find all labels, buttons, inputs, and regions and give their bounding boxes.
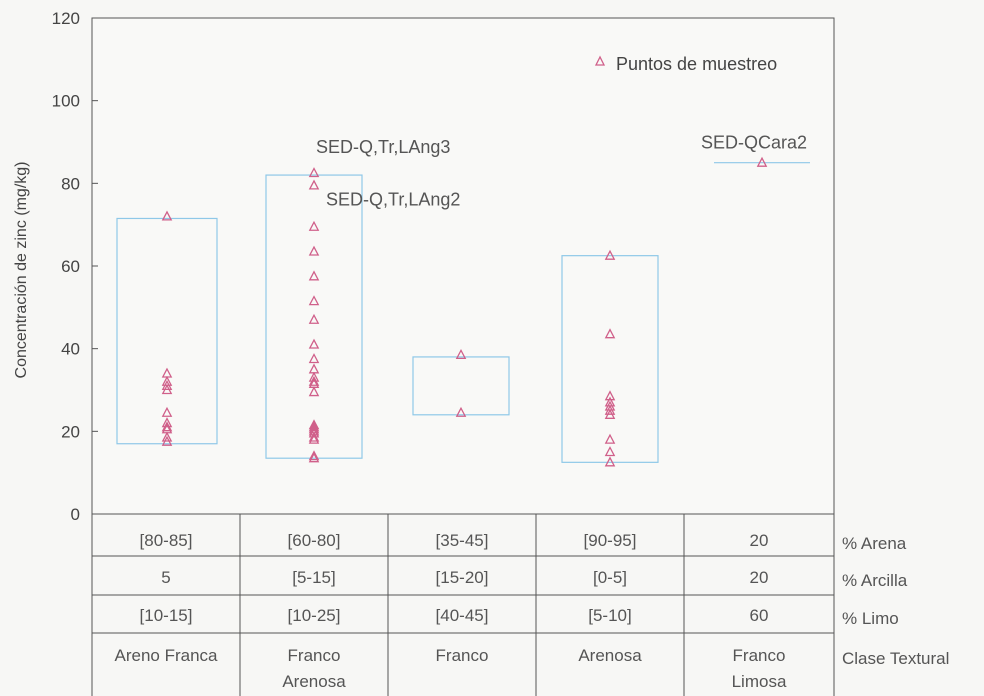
point-1-10 xyxy=(308,371,320,382)
point-1-4 xyxy=(308,270,320,281)
table-cell-1-2: [15-20] xyxy=(436,568,489,587)
point-2-1 xyxy=(455,406,467,417)
table-row-label-1: % Arcilla xyxy=(842,571,908,590)
point-3-5 xyxy=(604,404,616,415)
y-axis: 0 20 40 60 80 100 120 xyxy=(52,9,98,524)
point-1-7 xyxy=(308,338,320,349)
annotation-2: SED-QCara2 xyxy=(701,133,807,153)
point-3-8 xyxy=(604,446,616,457)
table-cell-2-3: [5-10] xyxy=(588,606,631,625)
range-box-3 xyxy=(561,255,659,463)
table-row-label-2: % Limo xyxy=(842,609,899,628)
table-row-label-3: Clase Textural xyxy=(842,649,949,668)
point-3-0 xyxy=(604,249,616,260)
annotations: SED-Q,Tr,LAng3 SED-Q,Tr,LAng2 SED-QCara2 xyxy=(316,133,807,210)
table-cell-0-0: [80-85] xyxy=(140,531,193,550)
table-cell-0-1: [60-80] xyxy=(288,531,341,550)
table-cell-3-4-1: Limosa xyxy=(732,672,787,691)
annotation-0: SED-Q,Tr,LAng3 xyxy=(316,137,450,157)
point-0-10 xyxy=(161,435,173,446)
sample-points xyxy=(161,156,768,467)
point-0-4 xyxy=(161,384,173,395)
table-cell-1-0: 5 xyxy=(161,568,170,587)
plot-area xyxy=(91,17,835,515)
table-cell-1-1: [5-15] xyxy=(292,568,335,587)
point-1-8 xyxy=(308,353,320,364)
legend: Puntos de muestreo xyxy=(594,54,777,74)
table-cell-2-1: [10-25] xyxy=(288,606,341,625)
point-1-21 xyxy=(308,450,320,461)
range-box-0 xyxy=(116,217,218,445)
y-tick-label-1: 20 xyxy=(61,422,80,441)
table-row-label-0: % Arena xyxy=(842,534,907,553)
table-cell-3-0-0: Areno Franca xyxy=(115,646,219,665)
point-1-6 xyxy=(308,313,320,324)
point-4-0 xyxy=(756,156,768,167)
table-cell-2-0: [10-15] xyxy=(140,606,193,625)
range-boxes xyxy=(116,162,810,463)
point-0-6 xyxy=(161,417,173,428)
table-cell-3-2-0: Franco xyxy=(436,646,489,665)
table-cell-3-4-0: Franco xyxy=(733,646,786,665)
point-1-15 xyxy=(308,421,320,432)
table-cell-0-4: 20 xyxy=(750,531,769,550)
legend-label: Puntos de muestreo xyxy=(616,54,777,74)
point-3-2 xyxy=(604,390,616,401)
point-3-7 xyxy=(604,433,616,444)
y-tick-label-4: 80 xyxy=(61,174,80,193)
point-1-3 xyxy=(308,245,320,256)
point-0-0 xyxy=(161,210,173,221)
table-cell-0-2: [35-45] xyxy=(436,531,489,550)
y-tick-label-0: 0 xyxy=(71,505,80,524)
point-1-19 xyxy=(308,431,320,442)
point-1-11 xyxy=(308,375,320,386)
point-1-13 xyxy=(308,386,320,397)
point-1-22 xyxy=(308,452,320,463)
point-1-18 xyxy=(308,427,320,438)
point-1-1 xyxy=(308,179,320,190)
y-tick-label-3: 60 xyxy=(61,257,80,276)
point-3-1 xyxy=(604,328,616,339)
point-2-0 xyxy=(455,348,467,360)
table-cell-0-3: [90-95] xyxy=(584,531,637,550)
point-1-0 xyxy=(308,167,320,178)
table-cell-3-3-0: Arenosa xyxy=(578,646,642,665)
soil-texture-table: [80-85] [60-80] [35-45] [90-95] 20 5 [5-15] [15… xyxy=(91,514,949,696)
range-box-1 xyxy=(265,174,363,459)
table-cell-3-1-1: Arenosa xyxy=(282,672,346,691)
y-tick-label-6: 120 xyxy=(52,9,80,28)
table-cell-1-4: 20 xyxy=(750,568,769,587)
point-3-9 xyxy=(604,456,616,467)
point-0-9 xyxy=(161,431,173,442)
point-3-6 xyxy=(604,408,616,419)
y-axis-label: Concentración de zinc (mg/kg) xyxy=(13,162,30,379)
y-tick-label-2: 40 xyxy=(61,340,80,359)
point-1-2 xyxy=(308,220,320,231)
range-box-2 xyxy=(412,356,510,416)
table-cell-3-1-0: Franco xyxy=(288,646,341,665)
table-cell-1-3: [0-5] xyxy=(593,568,627,587)
legend-marker xyxy=(594,55,606,66)
table-cell-2-2: [40-45] xyxy=(436,606,489,625)
annotation-1: SED-Q,Tr,LAng2 xyxy=(326,189,460,209)
point-0-5 xyxy=(161,406,173,417)
y-tick-label-5: 100 xyxy=(52,92,80,111)
point-0-7 xyxy=(161,421,173,432)
table-cell-2-4: 60 xyxy=(750,606,769,625)
point-0-3 xyxy=(161,379,173,391)
point-1-5 xyxy=(308,295,320,306)
point-1-20 xyxy=(308,433,320,444)
